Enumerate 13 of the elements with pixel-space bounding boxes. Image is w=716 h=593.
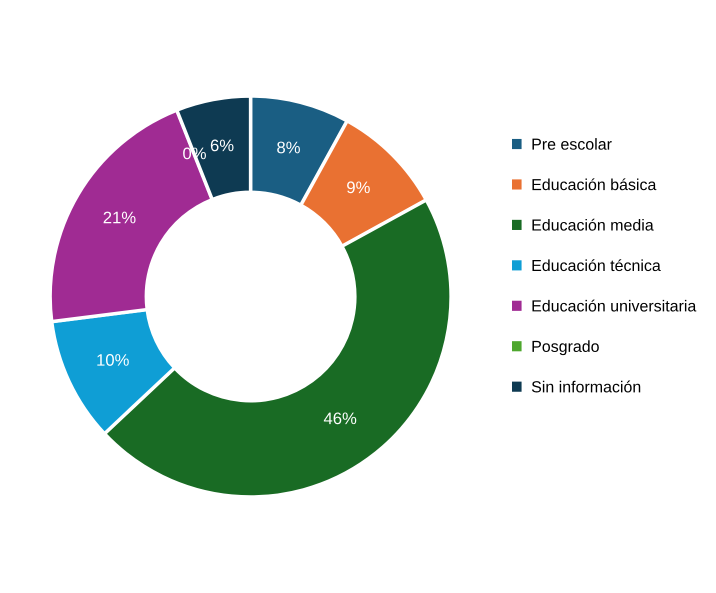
legend-label: Sin información: [532, 380, 640, 392]
legend-label: Educación universitaria: [532, 300, 696, 312]
data-label: 6%: [210, 140, 234, 152]
data-label: 46%: [324, 412, 356, 424]
legend-label: Educación básica: [532, 178, 656, 190]
data-label: 10%: [97, 354, 129, 366]
legend-label: Educación técnica: [532, 259, 661, 272]
legend-label: Pre escolar: [532, 138, 612, 150]
legend-label: Educación media: [532, 218, 654, 231]
data-label: 9%: [347, 181, 370, 194]
legend-label: Posgrado: [532, 340, 599, 356]
data-label: 21%: [104, 212, 136, 224]
data-label: 8%: [277, 142, 300, 154]
